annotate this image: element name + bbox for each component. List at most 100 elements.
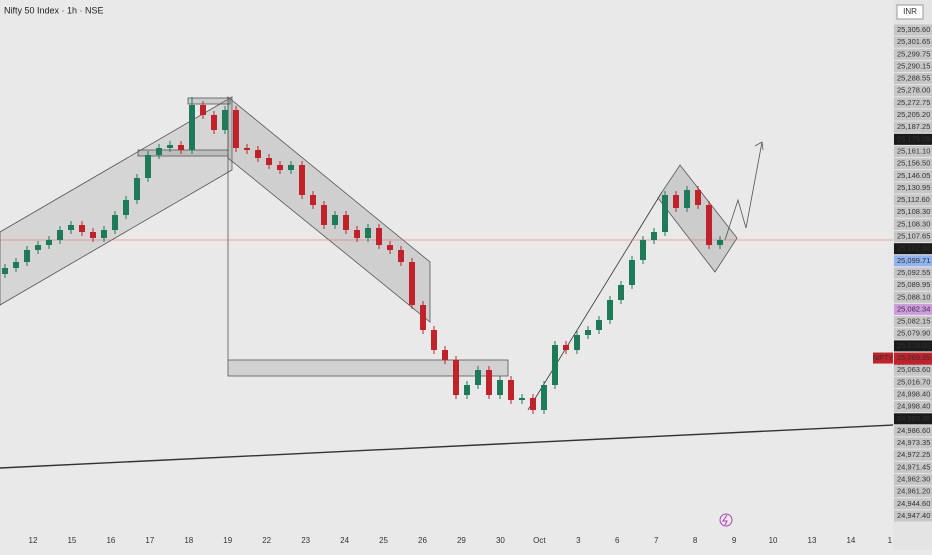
candle-body: [684, 190, 690, 208]
candle-body: [387, 245, 393, 250]
price-label-box: [894, 182, 932, 194]
candle-body: [310, 195, 316, 205]
price-label-box: [894, 413, 932, 425]
price-label-box: [894, 158, 932, 170]
candle-body: [453, 360, 459, 395]
price-label: 25,187.25: [897, 122, 930, 131]
candle-body: [464, 385, 470, 395]
candle-body: [398, 250, 404, 262]
candle-body: [68, 225, 74, 230]
price-label-box: [894, 316, 932, 328]
candle-body: [673, 195, 679, 208]
price-label: 25,278.00: [897, 86, 930, 95]
price-label-box: [894, 218, 932, 230]
flag-channel: [657, 164, 738, 273]
time-label: 19: [223, 536, 232, 545]
time-label: 10: [769, 536, 778, 545]
candle-body: [552, 345, 558, 385]
candle-body: [57, 230, 63, 240]
candle-body: [112, 215, 118, 230]
price-label: 25,069.35: [897, 353, 930, 362]
candle-body: [486, 370, 492, 395]
price-label-box: [894, 279, 932, 291]
peak-box: [187, 97, 231, 105]
candle-body: [13, 262, 19, 268]
price-label: 25,078.00: [897, 341, 930, 350]
price-label-box: [894, 449, 932, 461]
price-label: 25,130.95: [897, 183, 930, 192]
price-label-box: [894, 425, 932, 437]
price-label-box: [894, 486, 932, 498]
candle-body: [376, 228, 382, 245]
range-box: [137, 149, 229, 157]
time-label: 26: [418, 536, 427, 545]
candle-body: [717, 240, 723, 245]
currency-box: [896, 4, 924, 20]
time-label: 16: [106, 536, 115, 545]
candle-body: [255, 150, 261, 158]
price-label-box: [894, 48, 932, 60]
price-label-box: [894, 364, 932, 376]
time-label: 29: [457, 536, 466, 545]
time-label: 22: [262, 536, 271, 545]
time-label: Oct: [533, 536, 546, 545]
candle-body: [530, 398, 536, 410]
candle-body: [288, 165, 294, 170]
candle-body: [431, 330, 437, 350]
candle-body: [508, 380, 514, 400]
price-label-box: [894, 267, 932, 279]
drawings: [0, 96, 894, 469]
price-label-box: [894, 328, 932, 340]
time-label: 7: [654, 536, 659, 545]
price-label: 25,099.71: [897, 256, 930, 265]
time-label: 17: [145, 536, 154, 545]
candle-body: [266, 158, 272, 165]
candle-body: [695, 190, 701, 205]
price-label: 25,016.70: [897, 377, 930, 386]
price-label: 25,089.95: [897, 280, 930, 289]
candle-body: [519, 398, 525, 400]
price-label-box: [894, 474, 932, 486]
arrow-head: [754, 141, 764, 151]
price-label-box: [894, 60, 932, 72]
time-label: 14: [846, 536, 855, 545]
candle-body: [607, 300, 613, 320]
price-label-box: [894, 340, 932, 352]
price-label-box: [894, 389, 932, 400]
price-label: 25,112.60: [897, 195, 930, 204]
price-label: 24,962.30: [897, 475, 930, 484]
candle-body: [233, 110, 239, 148]
candles: [0, 97, 893, 414]
candle-body: [618, 285, 624, 300]
time-label: 1: [888, 536, 893, 545]
price-label-box: [894, 498, 932, 510]
candle-body: [167, 145, 173, 148]
candle-body: [90, 232, 96, 238]
price-label: 24,998.40: [897, 389, 930, 398]
price-label: 24,972.25: [897, 450, 930, 459]
candle-body: [134, 178, 140, 200]
candle-body: [662, 195, 668, 232]
price-label: 25,108.30: [897, 207, 930, 216]
candle-body: [2, 268, 8, 274]
candle-body: [244, 148, 250, 150]
time-label: 6: [615, 536, 620, 545]
price-label-box: [894, 243, 932, 255]
candle-body: [409, 262, 415, 305]
candle-body: [420, 305, 426, 330]
candle-body: [24, 250, 30, 262]
price-label-box: [894, 73, 932, 85]
price-label: 25,107.65: [897, 232, 930, 241]
price-label: 24,998.40: [897, 402, 930, 411]
price-label: 24,971.45: [897, 462, 930, 471]
price-label-box: [894, 206, 932, 218]
price-label-box: [894, 121, 932, 133]
time-label: 18: [184, 536, 193, 545]
candle-body: [706, 205, 712, 245]
up-trendline: [527, 191, 663, 411]
candle-body: [189, 105, 195, 150]
candle-body: [46, 240, 52, 245]
